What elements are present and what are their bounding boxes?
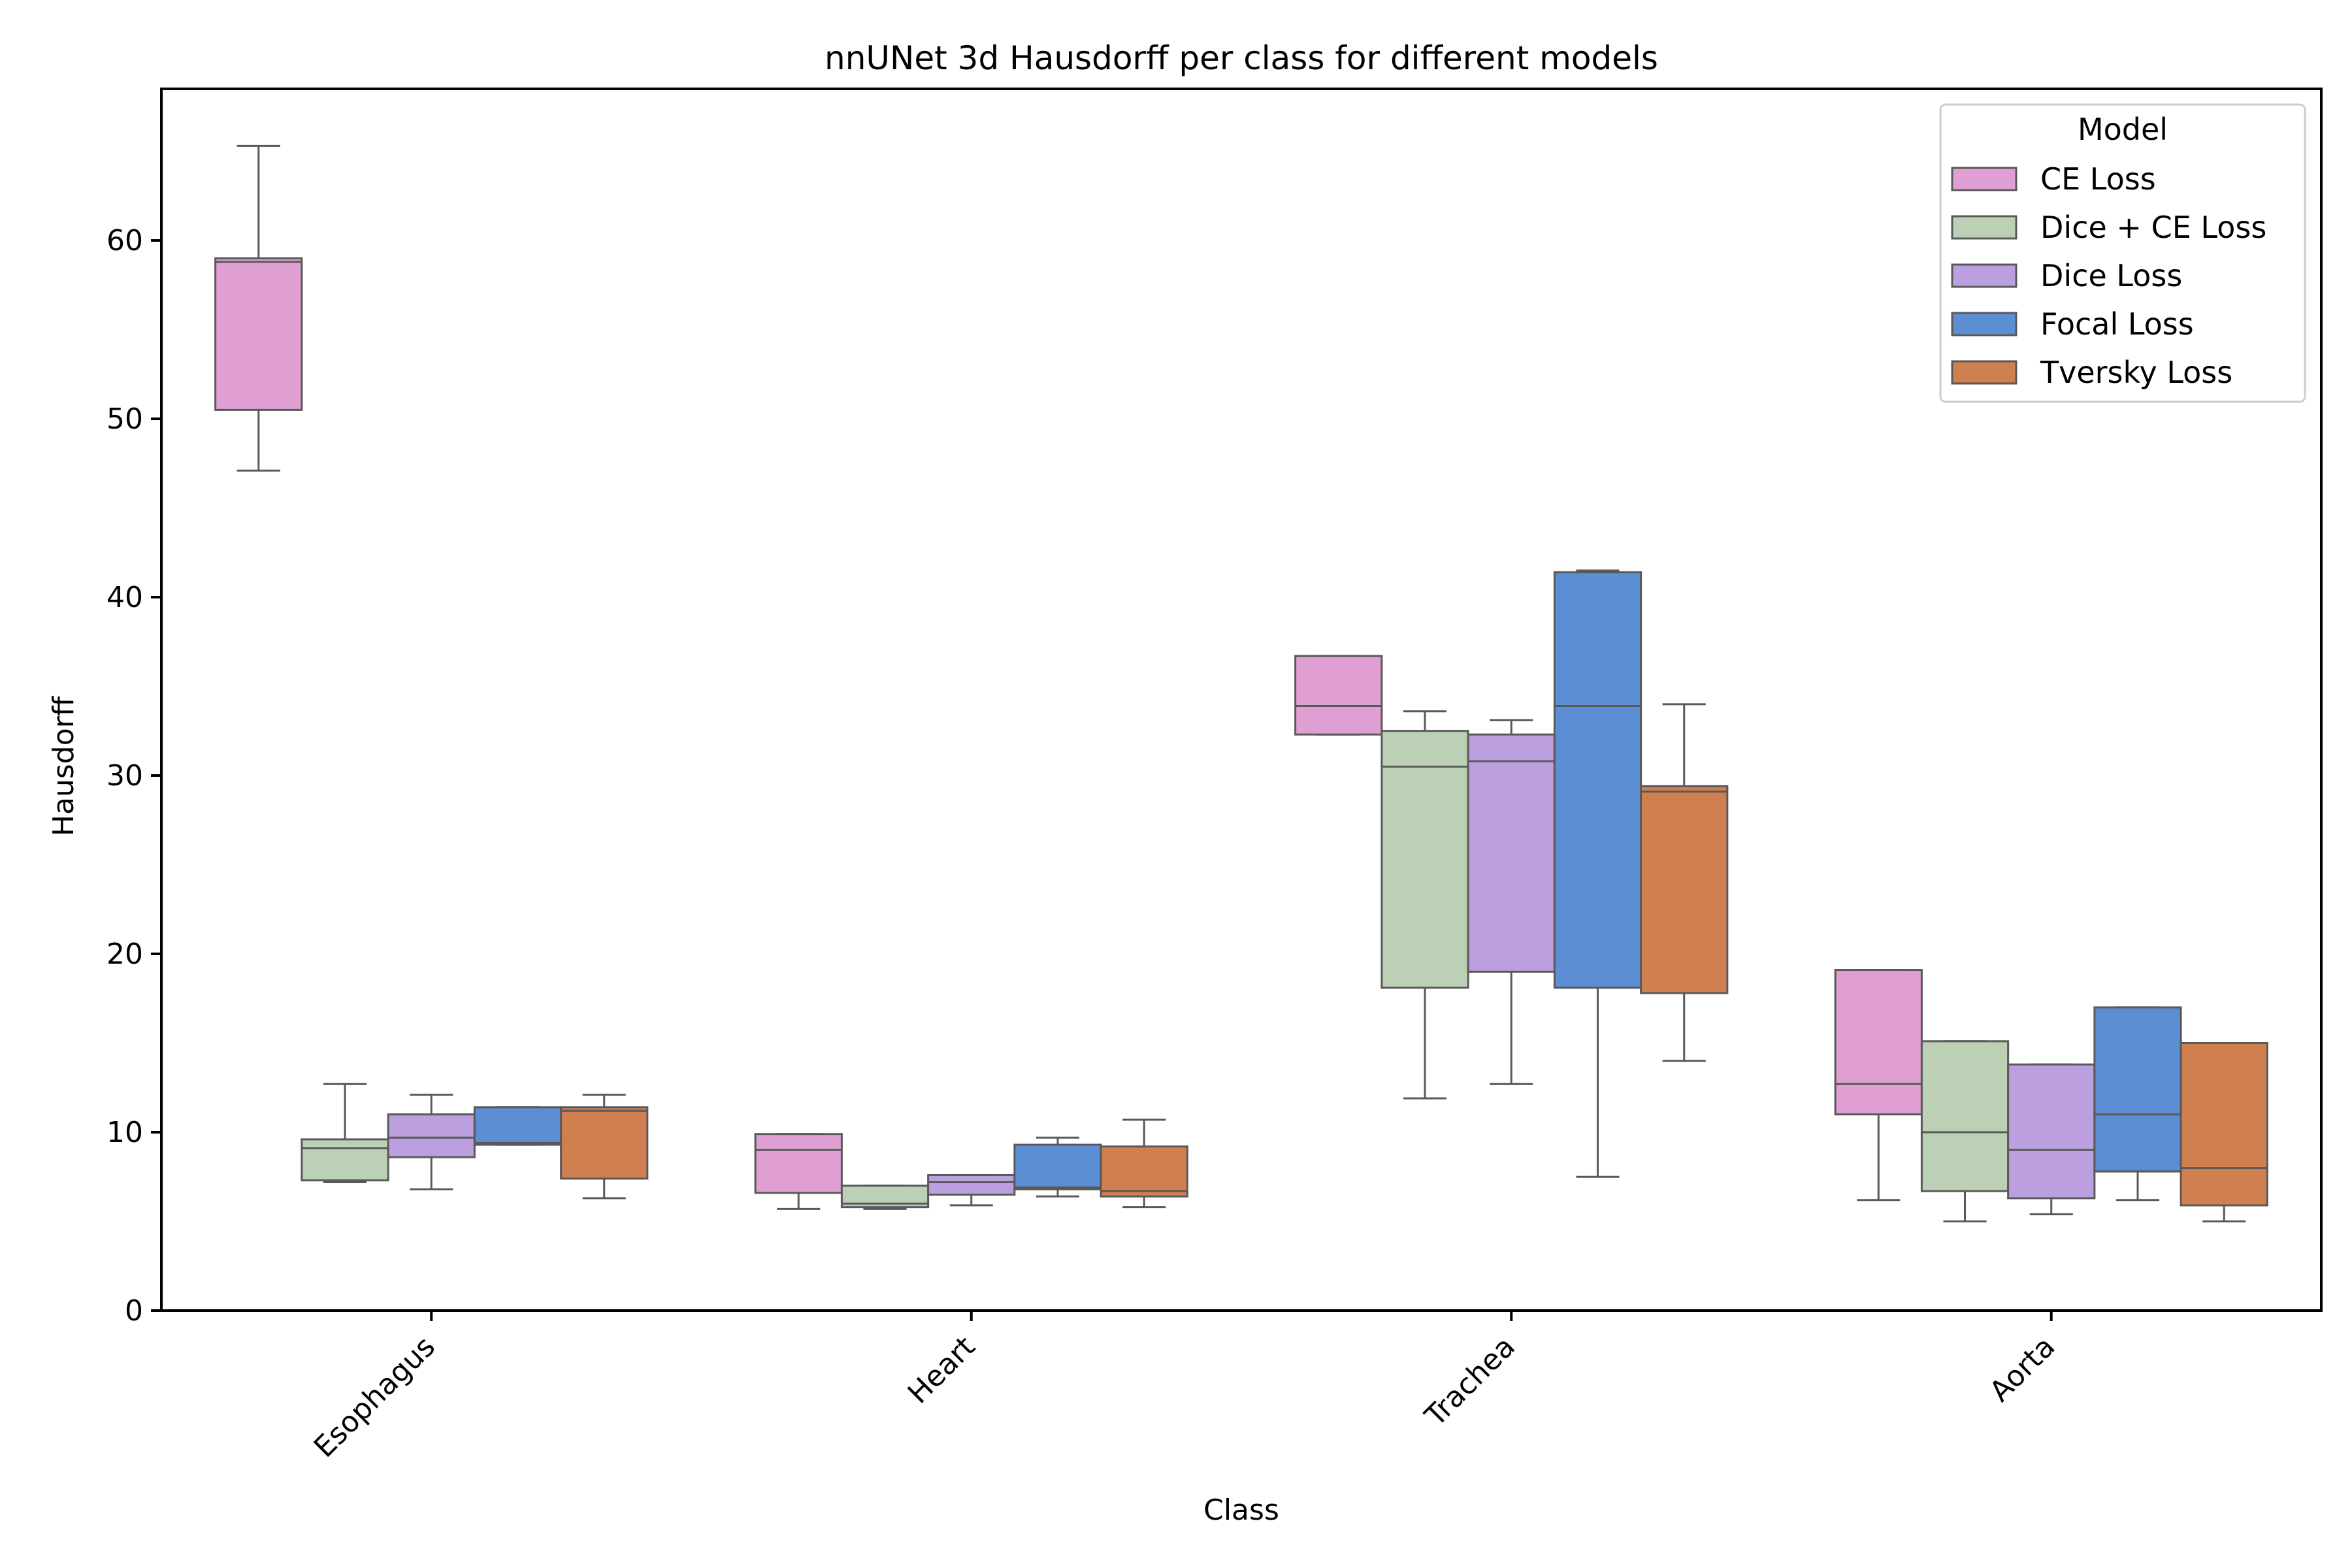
iqr-box (2007, 1063, 2096, 1200)
legend-swatch (1951, 312, 2017, 336)
box-dice-ce-loss-esophagus (301, 1083, 389, 1183)
y-tick-label: 50 (106, 402, 143, 436)
iqr-box (927, 1174, 1016, 1196)
legend-item-label: Tversky Loss (2040, 355, 2232, 390)
chart-title: nnUNet 3d Hausdorff per class for differ… (825, 39, 1658, 77)
legend: Model CE Loss Dice + CE Loss Dice Loss Foca… (1939, 103, 2306, 403)
legend-item-label: CE Loss (2040, 161, 2156, 197)
iqr-box (473, 1106, 563, 1146)
box-dice-ce-loss-aorta (1920, 1040, 2010, 1223)
iqr-box (387, 1113, 476, 1158)
iqr-box (754, 1133, 843, 1194)
box-ce-loss-heart (754, 1133, 843, 1210)
iqr-box (1920, 1040, 2010, 1192)
y-tick-label: 60 (106, 224, 143, 257)
x-axis-label: Class (1203, 1494, 1279, 1527)
y-tick-label: 30 (106, 759, 143, 792)
box-tversky-loss-heart (1100, 1119, 1188, 1209)
box-tversky-loss-trachea (1640, 703, 1729, 1062)
iqr-box (2093, 1006, 2182, 1173)
iqr-box (1467, 733, 1556, 973)
box-tversky-loss-aorta (2180, 1042, 2268, 1223)
box-dice-loss-heart (927, 1174, 1016, 1207)
box-focal-loss-aorta (2093, 1006, 2182, 1201)
box-ce-loss-trachea (1294, 655, 1383, 736)
legend-frame (1939, 103, 2306, 403)
legend-item-label: Focal Loss (2040, 306, 2194, 342)
box-focal-loss-esophagus (473, 1106, 563, 1146)
legend-item-label: Dice + CE Loss (2040, 210, 2266, 245)
legend-item-label: Dice Loss (2040, 258, 2182, 293)
legend-swatch (1951, 167, 2017, 191)
iqr-box (560, 1106, 649, 1180)
iqr-box (2180, 1042, 2268, 1207)
iqr-box (1380, 730, 1469, 989)
box-dice-loss-aorta (2007, 1063, 2096, 1216)
iqr-box (301, 1138, 389, 1182)
y-tick-label: 20 (106, 938, 143, 971)
iqr-box (214, 257, 303, 411)
legend-title: Model (2078, 112, 2168, 147)
legend-swatch (1951, 360, 2017, 385)
y-axis-label: Hausdorff (47, 695, 80, 836)
iqr-box (1640, 785, 1729, 994)
box-dice-ce-loss-heart (840, 1184, 930, 1210)
y-tick-label: 0 (125, 1294, 143, 1328)
box-dice-ce-loss-trachea (1380, 710, 1469, 1100)
iqr-box (1100, 1145, 1188, 1198)
iqr-box (1013, 1143, 1102, 1190)
y-tick-label: 40 (106, 581, 143, 614)
legend-swatch (1951, 263, 2017, 288)
box-focal-loss-heart (1013, 1136, 1102, 1198)
iqr-box (1553, 571, 1642, 989)
box-ce-loss-esophagus (214, 144, 303, 472)
y-tick-label: 10 (106, 1116, 143, 1149)
legend-swatch (1951, 215, 2017, 240)
iqr-box (1834, 969, 1923, 1116)
box-tversky-loss-esophagus (560, 1094, 649, 1200)
iqr-box (1294, 655, 1383, 736)
axes-frame (160, 88, 2323, 1312)
box-focal-loss-trachea (1553, 569, 1642, 1178)
box-dice-loss-trachea (1467, 719, 1556, 1085)
